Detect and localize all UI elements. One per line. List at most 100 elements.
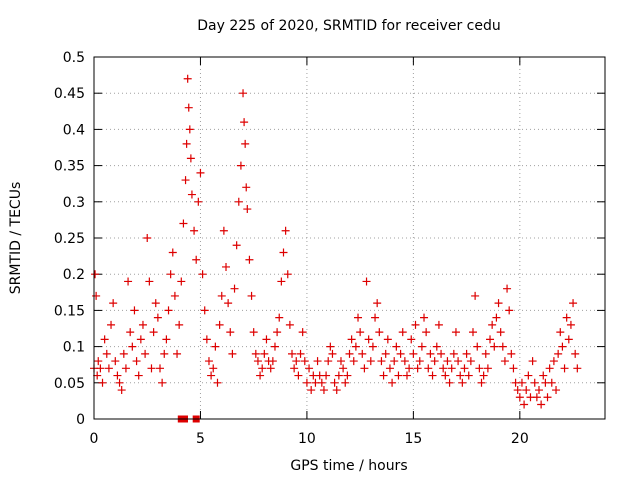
data-point xyxy=(354,313,363,322)
data-point xyxy=(445,378,454,387)
data-point xyxy=(175,320,184,329)
data-point xyxy=(454,357,463,366)
data-point xyxy=(385,364,394,373)
data-point xyxy=(524,371,533,380)
data-point xyxy=(428,371,437,380)
gridlines xyxy=(94,57,605,419)
data-point xyxy=(520,400,529,409)
data-point xyxy=(270,342,279,351)
data-point xyxy=(296,349,305,358)
data-point xyxy=(222,262,231,271)
data-point xyxy=(194,197,203,206)
data-point xyxy=(443,357,452,366)
data-point xyxy=(415,357,424,366)
data-point xyxy=(138,320,147,329)
data-point xyxy=(390,357,399,366)
data-point xyxy=(336,357,345,366)
data-point xyxy=(117,386,126,395)
data-point xyxy=(230,284,239,293)
data-point xyxy=(392,342,401,351)
data-point xyxy=(562,313,571,322)
y-tick-label: 0.3 xyxy=(63,195,85,211)
data-point xyxy=(181,176,190,185)
data-point xyxy=(98,378,107,387)
data-point xyxy=(447,364,456,373)
data-point xyxy=(224,299,233,308)
data-point xyxy=(277,277,286,286)
data-point xyxy=(215,320,224,329)
data-point xyxy=(394,371,403,380)
data-point xyxy=(145,277,154,286)
data-point xyxy=(383,335,392,344)
data-point xyxy=(332,386,341,395)
data-point xyxy=(179,219,188,228)
data-point xyxy=(552,386,561,395)
data-point xyxy=(166,270,175,279)
data-point xyxy=(411,320,420,329)
data-point xyxy=(379,371,388,380)
data-point xyxy=(564,335,573,344)
data-point xyxy=(558,342,567,351)
data-point xyxy=(398,328,407,337)
data-point xyxy=(147,364,156,373)
data-point xyxy=(177,277,186,286)
data-point xyxy=(204,357,213,366)
data-point xyxy=(334,371,343,380)
data-point xyxy=(268,357,277,366)
data-point xyxy=(356,328,365,337)
data-point xyxy=(256,371,265,380)
data-point xyxy=(507,349,516,358)
y-tick-label: 0.45 xyxy=(54,86,85,102)
plot-frame xyxy=(93,56,606,420)
data-point xyxy=(126,328,135,337)
data-point xyxy=(209,364,218,373)
data-point xyxy=(486,335,495,344)
data-point xyxy=(281,226,290,235)
data-point xyxy=(186,154,195,163)
data-point xyxy=(253,357,262,366)
data-point xyxy=(239,89,248,98)
data-point xyxy=(373,299,382,308)
data-point xyxy=(251,349,260,358)
data-point xyxy=(236,161,245,170)
data-point xyxy=(283,270,292,279)
data-point xyxy=(417,342,426,351)
data-point xyxy=(466,357,475,366)
data-point xyxy=(317,378,326,387)
data-point xyxy=(505,306,514,315)
data-point xyxy=(183,74,192,83)
data-point xyxy=(517,378,526,387)
data-point xyxy=(292,357,301,366)
data-point xyxy=(468,328,477,337)
data-point xyxy=(566,320,575,329)
data-point xyxy=(322,371,331,380)
data-point xyxy=(358,349,367,358)
y-tick-label: 0.15 xyxy=(54,303,85,319)
data-point xyxy=(151,299,160,308)
data-point xyxy=(328,349,337,358)
data-point xyxy=(424,364,433,373)
data-point xyxy=(207,371,216,380)
data-point xyxy=(132,357,141,366)
data-point xyxy=(190,226,199,235)
data-point xyxy=(375,328,384,337)
data-point xyxy=(409,349,418,358)
x-tick-label: 15 xyxy=(404,431,422,447)
data-point xyxy=(200,306,209,315)
data-point xyxy=(241,139,250,148)
data-point xyxy=(290,364,299,373)
data-point xyxy=(381,349,390,358)
data-point xyxy=(396,349,405,358)
data-point xyxy=(437,349,446,358)
data-point xyxy=(240,118,249,127)
data-point xyxy=(285,320,294,329)
data-point xyxy=(107,320,116,329)
data-point xyxy=(407,335,416,344)
data-point xyxy=(492,313,501,322)
data-point xyxy=(422,328,431,337)
data-point xyxy=(498,342,507,351)
x-tick-label: 20 xyxy=(511,431,529,447)
x-tick-label: 5 xyxy=(196,431,205,447)
data-point xyxy=(302,378,311,387)
